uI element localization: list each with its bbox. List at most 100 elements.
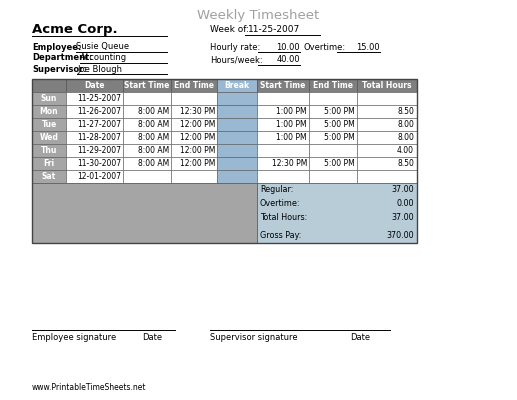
Bar — [66, 170, 123, 183]
Bar — [32, 183, 257, 243]
Text: 12:00 PM: 12:00 PM — [179, 159, 215, 168]
Text: 15.00: 15.00 — [356, 42, 380, 52]
Text: Susie Queue: Susie Queue — [76, 42, 129, 52]
Text: 11-26-2007: 11-26-2007 — [77, 107, 121, 116]
Bar — [32, 170, 66, 183]
Text: Break: Break — [224, 81, 250, 90]
Text: 5:00 PM: 5:00 PM — [324, 159, 355, 168]
Bar — [66, 131, 123, 144]
Bar — [217, 92, 257, 105]
Bar — [357, 118, 417, 131]
Text: Joe Blough: Joe Blough — [77, 64, 122, 74]
Text: Supervisor:: Supervisor: — [32, 64, 87, 74]
Bar — [32, 105, 66, 118]
Text: 1:00 PM: 1:00 PM — [277, 133, 307, 142]
Bar — [217, 144, 257, 157]
Bar — [357, 170, 417, 183]
Text: 8:00 AM: 8:00 AM — [138, 120, 169, 129]
Text: Start Time: Start Time — [261, 81, 306, 90]
Bar — [309, 131, 357, 144]
Text: Mon: Mon — [40, 107, 58, 116]
Text: 12-01-2007: 12-01-2007 — [77, 172, 121, 181]
Text: 8:00 AM: 8:00 AM — [138, 146, 169, 155]
Bar — [66, 105, 123, 118]
Text: 1:00 PM: 1:00 PM — [277, 120, 307, 129]
Bar — [32, 118, 66, 131]
Text: Total Hours: Total Hours — [362, 81, 412, 90]
Bar — [66, 79, 123, 92]
Bar — [217, 79, 257, 92]
Text: End Time: End Time — [313, 81, 353, 90]
Text: 12:30 PM: 12:30 PM — [179, 107, 215, 116]
Text: Department:: Department: — [32, 54, 93, 62]
Text: 8.00: 8.00 — [397, 120, 414, 129]
Text: Employee signature: Employee signature — [32, 332, 116, 342]
Bar — [123, 92, 171, 105]
Text: 12:00 PM: 12:00 PM — [179, 133, 215, 142]
Text: Date: Date — [142, 332, 162, 342]
Bar — [309, 157, 357, 170]
Bar — [171, 105, 217, 118]
Text: Supervisor signature: Supervisor signature — [210, 332, 298, 342]
Bar — [357, 131, 417, 144]
Bar — [217, 157, 257, 170]
Text: 37.00: 37.00 — [391, 184, 414, 194]
Text: Total Hours:: Total Hours: — [260, 212, 307, 222]
Bar — [123, 105, 171, 118]
Text: 8.50: 8.50 — [397, 159, 414, 168]
Text: Weekly Timesheet: Weekly Timesheet — [197, 8, 319, 22]
Text: www.PrintableTimeSheets.net: www.PrintableTimeSheets.net — [32, 384, 146, 392]
Bar — [171, 92, 217, 105]
Bar — [357, 92, 417, 105]
Bar — [357, 157, 417, 170]
Text: 8.00: 8.00 — [397, 133, 414, 142]
Text: Thu: Thu — [41, 146, 57, 155]
Text: Hours/week:: Hours/week: — [210, 56, 263, 64]
Bar — [257, 170, 309, 183]
Bar — [257, 105, 309, 118]
Bar — [32, 131, 66, 144]
Bar — [123, 79, 171, 92]
Bar — [309, 144, 357, 157]
Bar — [217, 118, 257, 131]
Text: 37.00: 37.00 — [391, 212, 414, 222]
Text: Employee:: Employee: — [32, 42, 81, 52]
Text: Fri: Fri — [43, 159, 55, 168]
Text: 12:00 PM: 12:00 PM — [179, 120, 215, 129]
Bar — [171, 170, 217, 183]
Bar — [32, 157, 66, 170]
Bar — [123, 118, 171, 131]
Bar — [171, 144, 217, 157]
Text: Start Time: Start Time — [124, 81, 170, 90]
Text: 11-25-2007: 11-25-2007 — [77, 94, 121, 103]
Bar — [309, 118, 357, 131]
Bar — [257, 144, 309, 157]
Text: 8:00 AM: 8:00 AM — [138, 133, 169, 142]
Bar — [217, 131, 257, 144]
Bar — [66, 118, 123, 131]
Text: 11-27-2007: 11-27-2007 — [77, 120, 121, 129]
Bar — [123, 157, 171, 170]
Text: 5:00 PM: 5:00 PM — [324, 120, 355, 129]
Bar — [309, 92, 357, 105]
Text: 8:00 AM: 8:00 AM — [138, 159, 169, 168]
Bar — [357, 105, 417, 118]
Text: End Time: End Time — [174, 81, 214, 90]
Bar — [257, 92, 309, 105]
Bar — [32, 79, 417, 243]
Text: Date: Date — [84, 81, 105, 90]
Text: Overtime:: Overtime: — [260, 198, 300, 208]
Bar — [257, 79, 309, 92]
Bar — [171, 118, 217, 131]
Text: Week of:: Week of: — [210, 26, 249, 34]
Text: 40.00: 40.00 — [277, 56, 300, 64]
Text: Wed: Wed — [40, 133, 58, 142]
Bar — [171, 157, 217, 170]
Bar — [171, 131, 217, 144]
Bar — [32, 79, 66, 92]
Bar — [217, 170, 257, 183]
Bar — [357, 144, 417, 157]
Bar — [171, 79, 217, 92]
Bar — [123, 144, 171, 157]
Bar — [32, 144, 66, 157]
